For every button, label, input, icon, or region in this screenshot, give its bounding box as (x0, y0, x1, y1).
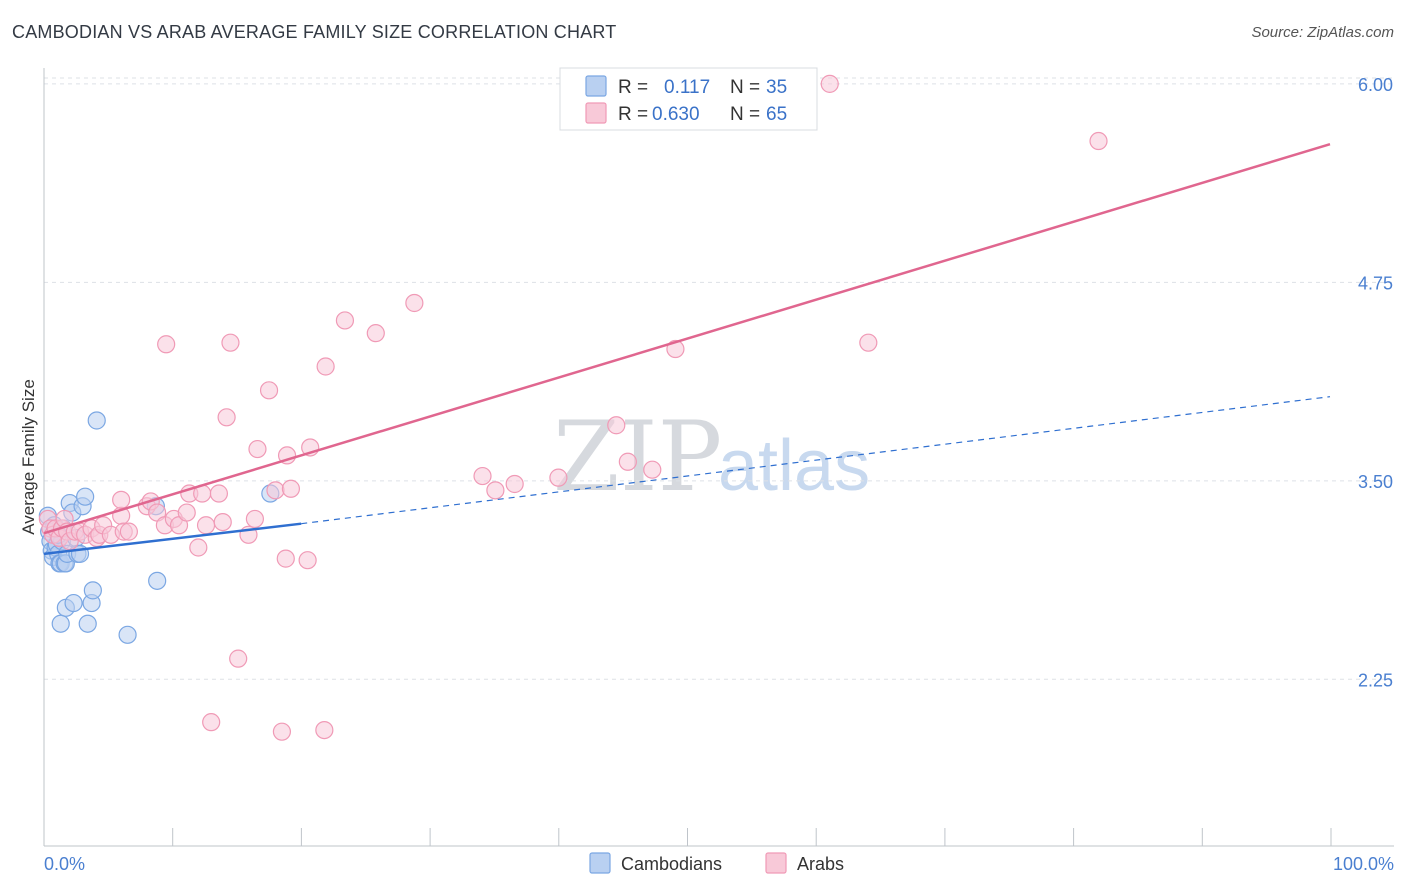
point-arabs (229, 649, 248, 668)
y-tick-label: 3.50 (1358, 472, 1393, 492)
point-cambodians (64, 593, 83, 613)
x-ticks (43, 828, 1332, 846)
point-arabs (335, 311, 355, 330)
point-cambodians (87, 411, 106, 430)
bottom-legend-swatch-arabs[interactable] (765, 852, 787, 874)
point-cambodians (148, 571, 167, 590)
point-cambodians (51, 614, 70, 633)
point-cambodians (83, 581, 102, 600)
point-arabs (315, 720, 334, 740)
point-arabs (276, 549, 295, 568)
point-arabs (486, 481, 505, 500)
legend-r-label-arabs: R = (618, 104, 648, 125)
point-arabs (618, 452, 637, 471)
point-arabs (607, 416, 626, 435)
point-arabs (209, 484, 228, 503)
bottom-legend: Cambodians Arabs (589, 852, 844, 874)
trend-lines (43, 143, 1331, 556)
point-arabs (177, 503, 196, 522)
point-arabs (259, 381, 279, 400)
x-tick-label-max: 100.0% (1333, 854, 1394, 874)
point-cambodians (118, 625, 137, 644)
point-arabs (505, 474, 524, 494)
legend-r-value-arabs: 0.630 (652, 104, 700, 125)
watermark-zip: ZIP (553, 401, 722, 513)
point-arabs (189, 538, 208, 557)
legend-n-label-cambodians: N = (730, 77, 760, 98)
point-arabs (1089, 131, 1108, 151)
point-arabs (473, 466, 492, 486)
y-tick-label: 6.00 (1358, 75, 1393, 95)
bottom-legend-swatch-cambodians[interactable] (589, 852, 611, 874)
point-arabs (549, 468, 568, 487)
y-tick-label: 4.75 (1358, 273, 1393, 293)
legend-n-label-arabs: N = (730, 104, 760, 125)
point-arabs (217, 408, 236, 427)
point-arabs (405, 293, 424, 313)
trend-line-cambodians (43, 522, 302, 556)
trend-line-arabs (43, 143, 1331, 535)
point-arabs (213, 512, 232, 532)
point-arabs (266, 481, 285, 500)
point-arabs (119, 522, 138, 541)
bottom-legend-label-arabs[interactable]: Arabs (797, 854, 844, 874)
point-arabs (157, 335, 176, 354)
point-cambodians (78, 614, 97, 633)
trend-line-cambodians-extension (301, 396, 1331, 525)
point-arabs (112, 490, 131, 509)
series-arabs (38, 74, 1108, 741)
source-label[interactable]: Source: ZipAtlas.com (1251, 24, 1394, 41)
x-tick-label-min: 0.0% (44, 854, 85, 874)
point-arabs (196, 516, 216, 535)
point-arabs (245, 509, 265, 529)
legend-swatch-cambodians (585, 75, 607, 97)
point-arabs (316, 357, 335, 376)
axes (43, 68, 1394, 847)
legend-box: R = 0.117 N = 35 R = 0.630 N = 65 (559, 67, 818, 131)
point-arabs (298, 551, 317, 570)
y-axis-title: Average Family Size (19, 379, 38, 535)
y-tick-label: 2.25 (1358, 670, 1393, 690)
chart-title: CAMBODIAN VS ARAB AVERAGE FAMILY SIZE CO… (12, 22, 617, 42)
legend-r-value-cambodians: 0.117 (664, 77, 710, 98)
point-arabs (820, 74, 839, 93)
legend-n-value-arabs: 65 (766, 104, 787, 125)
point-arabs (248, 439, 267, 459)
grid-lines (44, 77, 1394, 680)
bottom-legend-label-cambodians[interactable]: Cambodians (621, 854, 722, 874)
point-arabs (643, 460, 662, 479)
y-tick-labels: 2.25 3.50 4.75 6.00 (1358, 75, 1393, 690)
point-arabs (202, 713, 221, 732)
point-arabs (281, 479, 301, 498)
point-arabs (859, 333, 878, 352)
legend-r-label-cambodians: R = (618, 77, 648, 98)
legend-n-value-cambodians: 35 (766, 77, 787, 98)
point-arabs (221, 333, 240, 352)
watermark-atlas: atlas (718, 426, 870, 506)
point-arabs (272, 722, 292, 741)
point-arabs (366, 324, 385, 343)
legend-swatch-arabs (585, 102, 607, 124)
point-cambodians (76, 487, 95, 506)
